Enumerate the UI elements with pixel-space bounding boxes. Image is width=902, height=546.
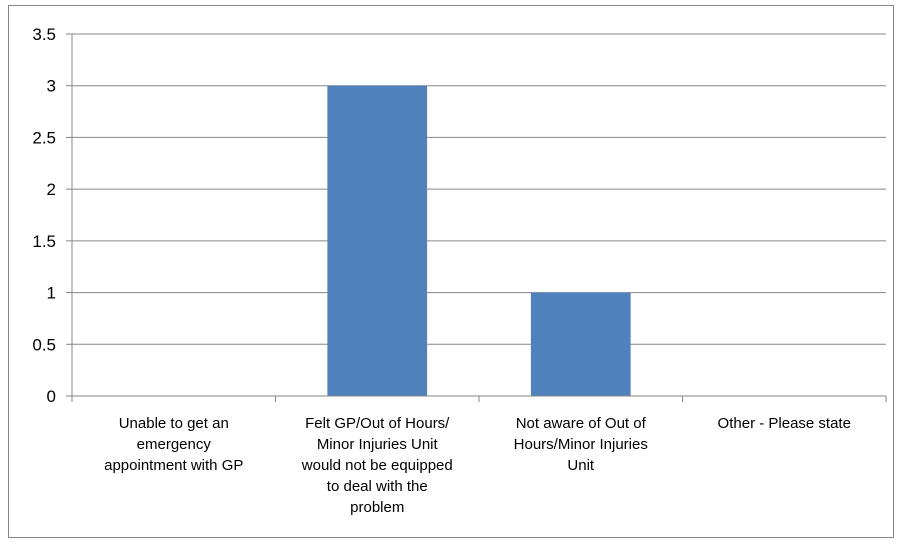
y-tick-label: 0 — [47, 387, 56, 406]
y-tick-label: 2 — [47, 180, 56, 199]
y-tick-label: 1.5 — [32, 232, 56, 251]
category-label-line: emergency — [137, 436, 212, 453]
y-tick-label: 3.5 — [32, 25, 56, 44]
y-tick-label: 3 — [47, 77, 56, 96]
category-label-line: would not be equipped — [301, 457, 453, 474]
bar — [327, 85, 428, 396]
x-category-label: Not aware of Out of Hours/Minor Injuries U… — [514, 415, 648, 474]
x-category-label: Unable to get an emergency appointment wit… — [104, 415, 243, 474]
y-tick-label: 1 — [47, 284, 56, 303]
category-label-line: appointment with GP — [104, 457, 243, 474]
y-tick-label: 0.5 — [32, 335, 56, 354]
category-label-line: Minor Injuries Unit — [317, 436, 439, 453]
category-label-line: Other - Please state — [718, 415, 851, 432]
x-category-label: Other - Please state — [718, 415, 851, 432]
category-label-line: Felt GP/Out of Hours/ — [305, 415, 450, 432]
x-category-label: Felt GP/Out of Hours/Minor Injuries Unit… — [301, 415, 453, 516]
category-label-line: Unable to get an — [119, 415, 229, 432]
category-label-line: Unit — [567, 457, 595, 474]
bar — [530, 292, 631, 396]
category-label-line: Not aware of Out of — [516, 415, 647, 432]
chart-frame — [8, 5, 894, 538]
category-label-line: problem — [350, 499, 404, 516]
category-label-line: to deal with the — [327, 478, 428, 495]
category-label-line: Hours/Minor Injuries — [514, 436, 648, 453]
y-tick-label: 2.5 — [32, 128, 56, 147]
